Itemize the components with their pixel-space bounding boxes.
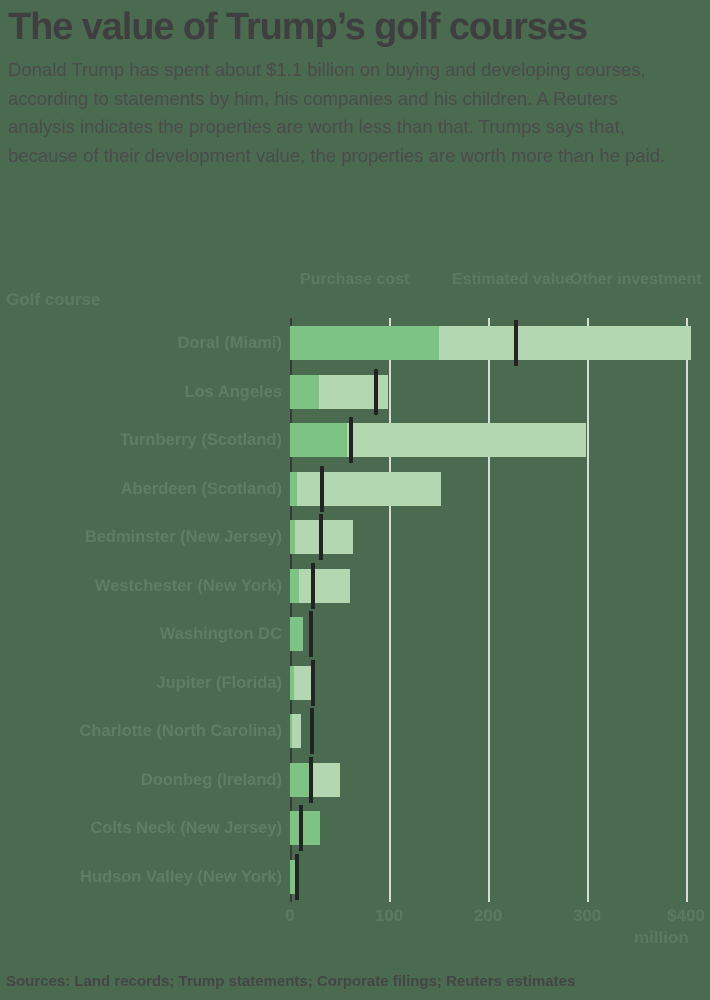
estimated-value-marker (298, 805, 303, 851)
legend-item-estimated-value: Estimated value (452, 271, 574, 288)
legend-item-other-investment: Other investment (570, 271, 702, 288)
bar-row[interactable] (290, 562, 686, 609)
sources-note: Sources: Land records; Trump statements;… (6, 973, 576, 990)
bar-segment-purchase-cost[interactable] (290, 374, 319, 409)
bar-segment-other-investment[interactable] (347, 423, 586, 457)
estimated-value-marker (349, 417, 354, 463)
page-title: The value of Trump’s golf courses (8, 6, 588, 48)
estimated-value-marker (310, 659, 315, 706)
bar-segment-other-investment[interactable] (296, 471, 442, 506)
legend-item-purchase-cost: Purchase cost (300, 271, 410, 288)
gridline-100 (389, 318, 391, 902)
bar-segment-purchase-cost[interactable] (290, 714, 292, 748)
value-tick-100: 100 (374, 906, 404, 925)
category-label: Westchester (New York) (94, 576, 282, 595)
bar-segment-purchase-cost[interactable] (290, 423, 348, 457)
category-label: Turnberry (Scotland) (120, 431, 282, 449)
bar-row[interactable] (290, 659, 686, 706)
bar-segment-purchase-cost[interactable] (290, 665, 294, 700)
bar-segment-other-investment[interactable] (293, 665, 312, 700)
bar-segment-purchase-cost[interactable] (290, 859, 296, 894)
bar-segment-other-investment[interactable] (291, 714, 301, 748)
value-tick-200: 200 (473, 906, 503, 925)
category-label: Jupiter (Florida) (156, 673, 282, 692)
bar-row[interactable] (290, 805, 686, 851)
gridline-400 (686, 318, 688, 902)
estimated-value-marker (513, 320, 518, 366)
value-tick-0: 0 (285, 906, 295, 925)
value-tick-300: 300 (572, 906, 602, 925)
bar-segment-purchase-cost[interactable] (290, 520, 295, 554)
bar-segment-other-investment[interactable] (298, 568, 351, 603)
category-label: Doonbeg (Ireland) (140, 770, 282, 789)
plot-area (290, 318, 691, 902)
category-label: Hudson Valley (New York) (79, 867, 282, 886)
estimated-value-marker (309, 708, 314, 754)
bar-row[interactable] (290, 756, 686, 803)
category-label: Washington DC (159, 625, 282, 643)
chart: Golf course Purchase cost Estimated valu… (0, 262, 710, 947)
page-subtitle: Donald Trump has spent about $1.1 billio… (8, 59, 666, 166)
bar-segment-purchase-cost[interactable] (290, 762, 313, 797)
bar-segment-other-investment[interactable] (312, 762, 341, 797)
bar-segment-purchase-cost[interactable] (290, 326, 439, 360)
category-label: Aberdeen (Scotland) (120, 479, 282, 498)
category-label: Charlotte (North Carolina) (79, 722, 282, 740)
category-label: Los Angeles (184, 382, 283, 401)
bar-segment-purchase-cost[interactable] (290, 811, 320, 845)
category-label: Doral (Miami) (177, 334, 282, 352)
bar-segment-purchase-cost[interactable] (290, 471, 297, 506)
estimated-value-marker (308, 756, 313, 803)
bar-row[interactable] (290, 465, 686, 512)
category-axis-title: Golf course (6, 290, 101, 309)
value-axis-labels: 0 100 200 300 $400 million (285, 906, 705, 956)
value-tick-400: $400 (667, 906, 705, 925)
bar-segment-other-investment[interactable] (438, 326, 691, 360)
estimated-value-marker (319, 465, 324, 512)
bar-segment-purchase-cost[interactable] (290, 568, 299, 603)
gridline-200 (488, 318, 490, 902)
gridline-0 (290, 318, 292, 902)
category-label: Bedminster (New Jersey) (84, 528, 282, 546)
header: The value of Trump’s golf courses Donald… (0, 0, 710, 170)
category-label: Colts Neck (New Jersey) (90, 819, 282, 837)
bar-row[interactable] (290, 417, 686, 463)
category-axis-labels: Doral (Miami) Los Angeles Turnberry (Scotl… (0, 318, 282, 902)
estimated-value-marker (310, 562, 315, 609)
gridline-300 (587, 318, 589, 902)
estimated-value-marker (318, 514, 323, 560)
bar-segment-other-investment[interactable] (294, 520, 354, 554)
estimated-value-marker (374, 368, 379, 415)
bar-row[interactable] (290, 368, 686, 415)
bar-row[interactable] (290, 853, 686, 900)
bar-row[interactable] (290, 611, 686, 657)
estimated-value-marker (308, 611, 313, 657)
estimated-value-marker (294, 853, 299, 900)
bar-row[interactable] (290, 320, 691, 366)
bar-row[interactable] (290, 514, 686, 560)
bar-row[interactable] (290, 708, 686, 754)
value-axis-unit: million (634, 928, 689, 947)
bar-segment-purchase-cost[interactable] (290, 617, 303, 651)
